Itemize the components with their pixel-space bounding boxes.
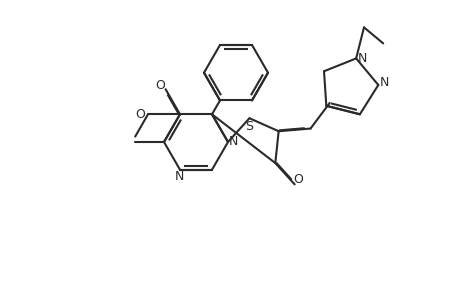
Text: N: N xyxy=(379,76,388,89)
Text: N: N xyxy=(174,170,183,183)
Text: N: N xyxy=(228,134,237,148)
Text: S: S xyxy=(245,120,253,133)
Text: O: O xyxy=(155,79,165,92)
Text: N: N xyxy=(357,52,366,65)
Text: O: O xyxy=(135,108,145,121)
Text: O: O xyxy=(293,173,303,186)
